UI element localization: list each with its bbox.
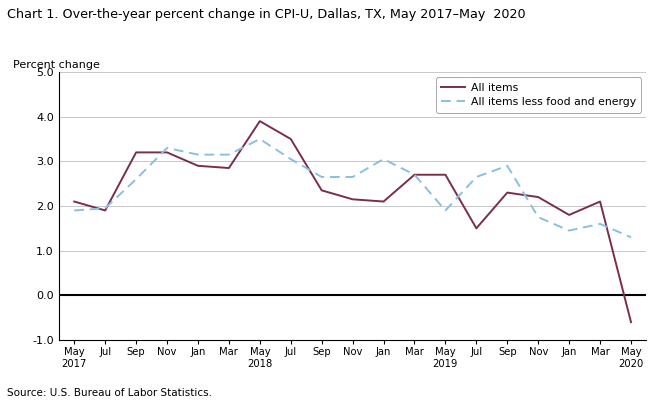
- All items: [441, 172, 449, 177]
- Text: Chart 1. Over-the-year percent change in CPI-U, Dallas, TX, May 2017–May  2020: Chart 1. Over-the-year percent change in…: [7, 8, 525, 21]
- All items less food and energy: [411, 172, 419, 177]
- All items: [132, 150, 140, 155]
- All items less food and energy: [349, 174, 357, 179]
- All items less food and energy: [256, 137, 264, 142]
- All items less food and energy: [287, 157, 295, 162]
- All items: [472, 226, 480, 231]
- All items: [596, 199, 604, 204]
- Line: All items: All items: [74, 121, 631, 322]
- Text: Percent change: Percent change: [13, 60, 100, 70]
- All items less food and energy: [194, 152, 202, 157]
- All items: [225, 166, 233, 170]
- All items less food and energy: [503, 163, 511, 168]
- All items less food and energy: [472, 174, 480, 179]
- Line: All items less food and energy: All items less food and energy: [74, 139, 631, 237]
- All items: [349, 197, 357, 202]
- All items: [565, 212, 573, 217]
- All items less food and energy: [534, 215, 542, 220]
- All items: [379, 199, 387, 204]
- All items: [318, 188, 326, 193]
- All items: [411, 172, 419, 177]
- All items less food and energy: [441, 208, 449, 213]
- All items: [534, 195, 542, 200]
- All items less food and energy: [565, 228, 573, 233]
- All items: [71, 199, 78, 204]
- All items less food and energy: [132, 177, 140, 182]
- All items: [163, 150, 171, 155]
- All items less food and energy: [101, 206, 109, 211]
- All items less food and energy: [163, 146, 171, 150]
- All items less food and energy: [318, 174, 326, 179]
- All items: [101, 208, 109, 213]
- All items less food and energy: [627, 235, 635, 240]
- All items: [627, 320, 635, 324]
- All items less food and energy: [71, 208, 78, 213]
- All items: [194, 163, 202, 168]
- All items less food and energy: [225, 152, 233, 157]
- Legend: All items, All items less food and energy: All items, All items less food and energ…: [436, 78, 641, 112]
- All items: [287, 137, 295, 142]
- Text: Source: U.S. Bureau of Labor Statistics.: Source: U.S. Bureau of Labor Statistics.: [7, 388, 212, 398]
- All items: [256, 119, 264, 124]
- All items: [503, 190, 511, 195]
- All items less food and energy: [379, 157, 387, 162]
- All items less food and energy: [596, 222, 604, 226]
